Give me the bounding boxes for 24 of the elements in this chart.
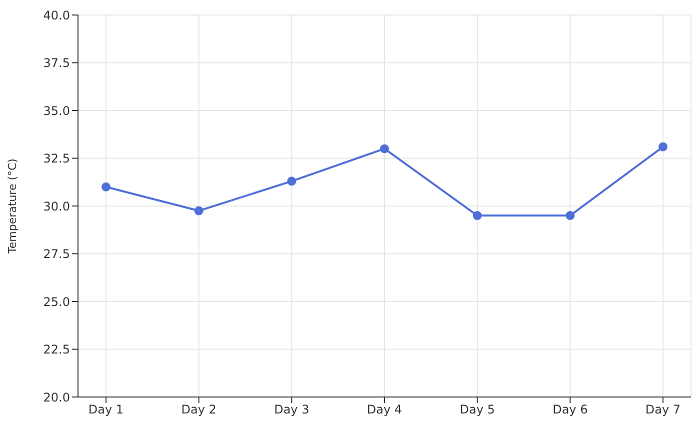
y-tick-label: 25.0 [43,294,70,309]
point [658,142,668,152]
y-tick-label: 37.5 [43,56,70,70]
point [472,211,482,220]
y-tick-label: 20.0 [43,390,70,404]
point [102,182,110,192]
y-tick-label: 35.0 [43,104,70,118]
x-tick-label: Day 6 [552,402,588,417]
x-tick-label: Day 1 [88,402,124,417]
x-tick-label: Day 2 [181,402,216,417]
point [194,206,204,216]
point [380,144,389,154]
y-tick-label: 27.5 [43,247,70,262]
x-tick-label: Day 5 [460,402,495,417]
y-tick-label: 32.5 [43,152,70,166]
point [566,211,575,220]
x-tick-label: Day 3 [274,402,310,417]
y-tick-label: 30.0 [43,199,70,214]
x-tick-label: Day 7 [645,402,681,417]
point [287,176,296,186]
x-tick-label: Day 4 [366,402,402,417]
y-tick-label: 40.0 [43,8,70,22]
y-axis-title: Temperature (°C) [6,158,19,254]
y-tick-label: 22.5 [43,342,70,357]
